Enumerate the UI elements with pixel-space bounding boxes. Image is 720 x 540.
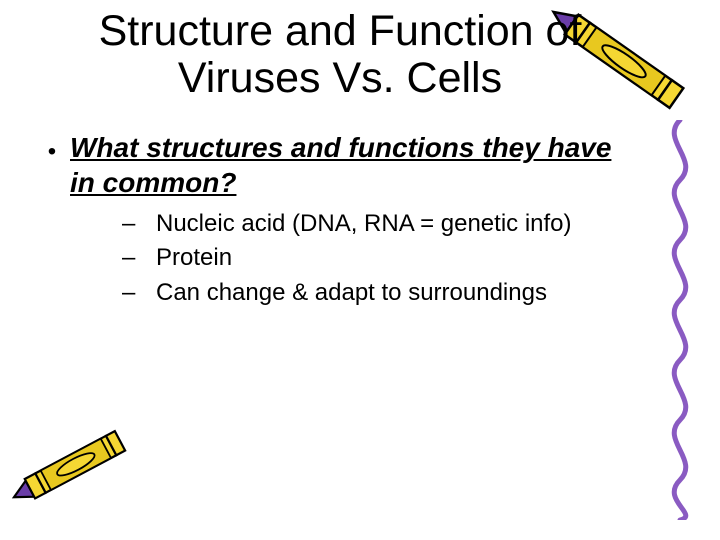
squiggle-decoration (658, 120, 702, 520)
sub-marker: – (122, 208, 156, 240)
bullet-marker: • (34, 130, 70, 167)
sub-list: – Nucleic acid (DNA, RNA = genetic info)… (122, 208, 624, 309)
bullet-text: What structures and functions they have … (70, 130, 624, 200)
bullet-item: • What structures and functions they hav… (34, 130, 624, 200)
sub-marker: – (122, 242, 156, 274)
list-item: – Can change & adapt to surroundings (122, 277, 624, 309)
slide-body: • What structures and functions they hav… (34, 130, 624, 311)
list-item: – Nucleic acid (DNA, RNA = genetic info) (122, 208, 624, 240)
sub-marker: – (122, 277, 156, 309)
list-item: – Protein (122, 242, 624, 274)
sub-text: Protein (156, 242, 232, 274)
sub-text: Nucleic acid (DNA, RNA = genetic info) (156, 208, 572, 240)
slide-title: Structure and Function of Viruses Vs. Ce… (60, 8, 620, 103)
crayon-icon (0, 404, 142, 534)
sub-text: Can change & adapt to surroundings (156, 277, 547, 309)
slide: Structure and Function of Viruses Vs. Ce… (0, 0, 720, 540)
